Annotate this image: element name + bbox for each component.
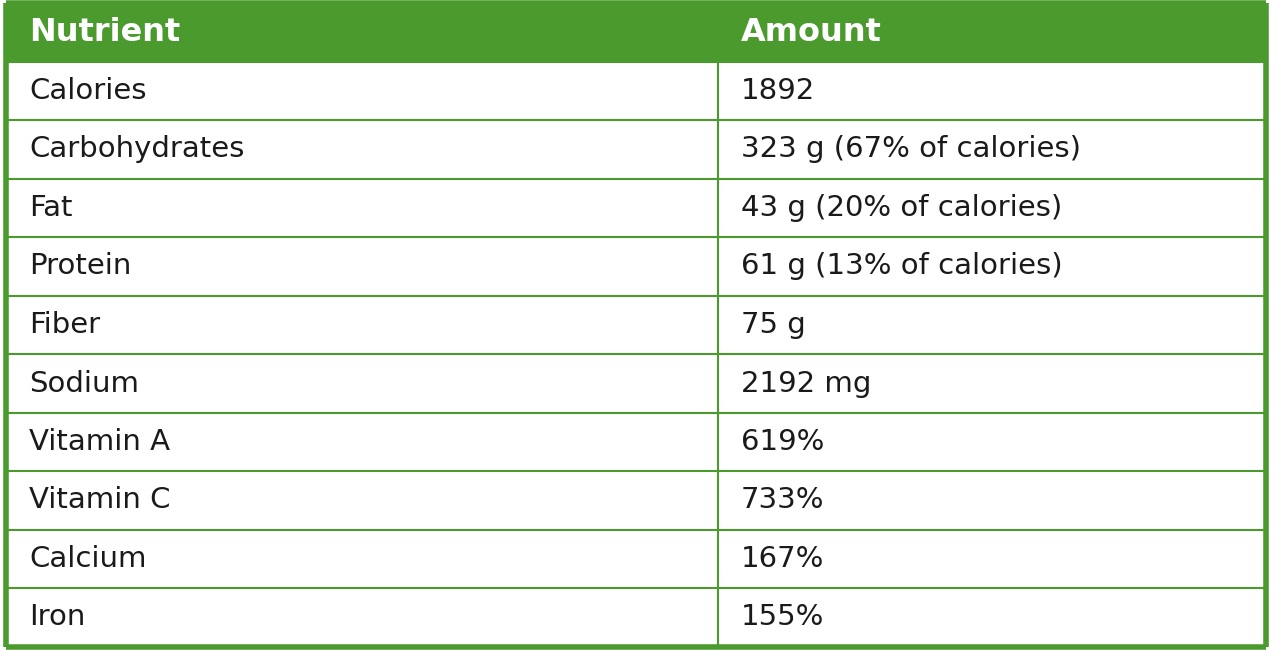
Text: Amount: Amount bbox=[740, 17, 881, 48]
Text: 43 g (20% of calories): 43 g (20% of calories) bbox=[740, 194, 1062, 222]
Text: Sodium: Sodium bbox=[29, 369, 139, 398]
Bar bbox=[6, 120, 1266, 179]
Bar bbox=[6, 296, 1266, 354]
Text: Carbohydrates: Carbohydrates bbox=[29, 135, 244, 164]
Text: Protein: Protein bbox=[29, 252, 131, 281]
Text: Vitamin A: Vitamin A bbox=[29, 428, 170, 456]
Text: 1892: 1892 bbox=[740, 77, 815, 105]
Bar bbox=[6, 179, 1266, 237]
Bar bbox=[6, 237, 1266, 296]
Text: Calories: Calories bbox=[29, 77, 146, 105]
Text: 167%: 167% bbox=[740, 545, 824, 573]
Bar bbox=[6, 354, 1266, 413]
Text: 323 g (67% of calories): 323 g (67% of calories) bbox=[740, 135, 1081, 164]
Text: 733%: 733% bbox=[740, 486, 824, 515]
Text: Fiber: Fiber bbox=[29, 311, 100, 339]
Text: Iron: Iron bbox=[29, 603, 85, 632]
Text: 61 g (13% of calories): 61 g (13% of calories) bbox=[740, 252, 1062, 281]
Bar bbox=[6, 530, 1266, 588]
Bar bbox=[6, 471, 1266, 530]
Text: 619%: 619% bbox=[740, 428, 824, 456]
Bar bbox=[6, 588, 1266, 647]
Text: 2192 mg: 2192 mg bbox=[740, 369, 871, 398]
Text: Nutrient: Nutrient bbox=[29, 17, 181, 48]
Bar bbox=[6, 62, 1266, 120]
Text: Fat: Fat bbox=[29, 194, 73, 222]
Text: 75 g: 75 g bbox=[740, 311, 805, 339]
Text: 155%: 155% bbox=[740, 603, 824, 632]
Bar bbox=[6, 413, 1266, 471]
Text: Calcium: Calcium bbox=[29, 545, 146, 573]
Bar bbox=[6, 3, 1266, 62]
Text: Vitamin C: Vitamin C bbox=[29, 486, 170, 515]
